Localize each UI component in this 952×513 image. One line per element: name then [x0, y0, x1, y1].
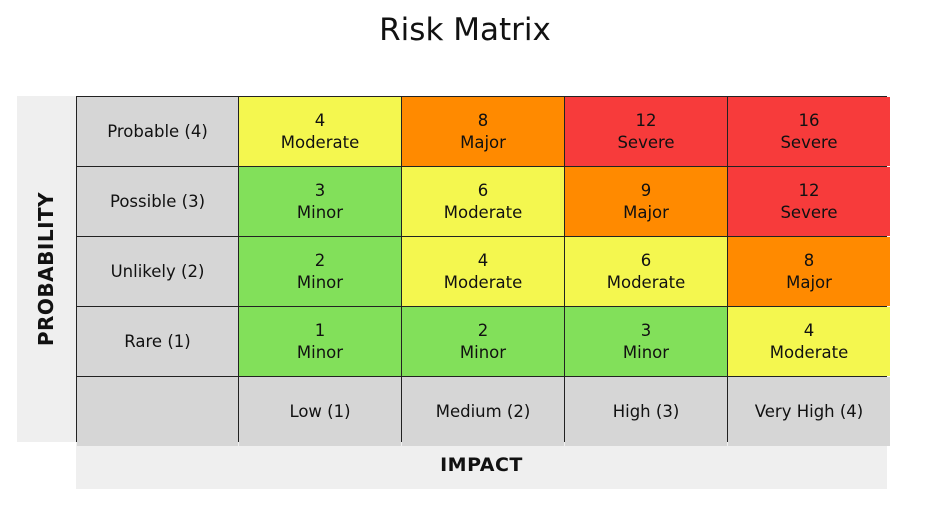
- risk-level: Major: [786, 272, 832, 292]
- probability-axis-label: PROBABILITY: [34, 191, 58, 347]
- risk-cell: 4 Moderate: [728, 307, 890, 376]
- column-header-medium: Medium (2): [402, 377, 564, 446]
- risk-cell: 1 Minor: [239, 307, 401, 376]
- risk-level: Minor: [296, 202, 344, 222]
- risk-cell: 6 Moderate: [402, 167, 564, 236]
- risk-level: Moderate: [606, 272, 686, 292]
- risk-level: Moderate: [443, 202, 523, 222]
- risk-score: 6: [477, 180, 489, 200]
- impact-axis-band: [76, 442, 887, 489]
- risk-cell: 4 Moderate: [402, 237, 564, 306]
- row-header-unlikely: Unlikely (2): [77, 237, 238, 306]
- risk-score: 4: [314, 110, 326, 130]
- risk-level: Minor: [622, 342, 670, 362]
- risk-score: 4: [803, 320, 815, 340]
- page-title: Risk Matrix: [379, 12, 551, 48]
- risk-level: Major: [623, 202, 669, 222]
- risk-score: 9: [640, 180, 652, 200]
- risk-level: Severe: [780, 132, 838, 152]
- risk-score: 12: [635, 110, 657, 130]
- risk-score: 16: [798, 110, 820, 130]
- risk-cell: 6 Moderate: [565, 237, 727, 306]
- risk-score: 3: [314, 180, 326, 200]
- risk-score: 1: [314, 320, 326, 340]
- risk-cell: 2 Minor: [239, 237, 401, 306]
- risk-score: 8: [477, 110, 489, 130]
- risk-score: 4: [477, 250, 489, 270]
- risk-score: 6: [640, 250, 652, 270]
- risk-cell: 16 Severe: [728, 97, 890, 166]
- risk-level: Moderate: [280, 132, 360, 152]
- column-header-low: Low (1): [239, 377, 401, 446]
- row-header-probable: Probable (4): [77, 97, 238, 166]
- probability-axis-band: [17, 96, 76, 442]
- risk-cell: 12 Severe: [565, 97, 727, 166]
- risk-cell: 12 Severe: [728, 167, 890, 236]
- risk-level: Severe: [617, 132, 675, 152]
- risk-level: Minor: [296, 342, 344, 362]
- column-header-high: High (3): [565, 377, 727, 446]
- risk-level: Moderate: [769, 342, 849, 362]
- risk-score: 2: [477, 320, 489, 340]
- column-header-very-high: Very High (4): [728, 377, 890, 446]
- risk-cell: 8 Major: [402, 97, 564, 166]
- risk-cell: 8 Major: [728, 237, 890, 306]
- risk-level: Minor: [459, 342, 507, 362]
- impact-axis-label: IMPACT: [440, 454, 523, 476]
- risk-score: 3: [640, 320, 652, 340]
- risk-score: 2: [314, 250, 326, 270]
- risk-cell: 2 Minor: [402, 307, 564, 376]
- risk-level: Severe: [780, 202, 838, 222]
- row-header-possible: Possible (3): [77, 167, 238, 236]
- risk-level: Minor: [296, 272, 344, 292]
- risk-level: Major: [460, 132, 506, 152]
- row-header-rare: Rare (1): [77, 307, 238, 376]
- risk-level: Moderate: [443, 272, 523, 292]
- risk-cell: 3 Minor: [239, 167, 401, 236]
- risk-score: 12: [798, 180, 820, 200]
- risk-cell: 9 Major: [565, 167, 727, 236]
- risk-cell: 4 Moderate: [239, 97, 401, 166]
- risk-matrix-grid: Probable (4) 4 Moderate 8 Major 12 Sever…: [76, 96, 890, 446]
- risk-cell: 3 Minor: [565, 307, 727, 376]
- risk-score: 8: [803, 250, 815, 270]
- corner-cell: [77, 377, 238, 446]
